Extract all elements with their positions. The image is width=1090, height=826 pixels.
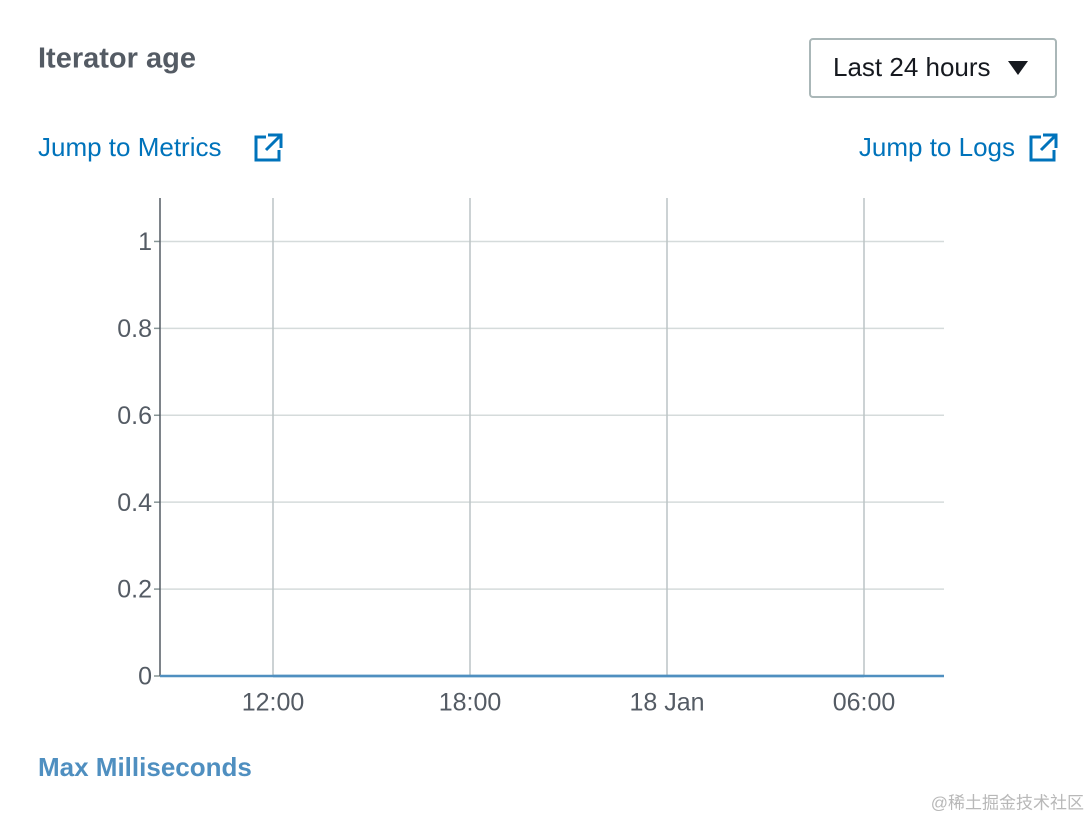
link-text[interactable]: Jump to Logs <box>859 132 1015 162</box>
x-tick-label: 06:00 <box>833 689 896 717</box>
y-tick-label: 0.4 <box>117 489 152 517</box>
widget-title: Iterator age <box>38 43 196 75</box>
y-tick-label: 0.6 <box>117 402 152 430</box>
y-tick-label: 0.2 <box>117 576 152 604</box>
metrics-link[interactable]: Jump to Metrics <box>38 132 283 162</box>
external-icon[interactable] <box>254 133 283 162</box>
legend-entry: Max Milliseconds <box>38 752 252 782</box>
x-tick-label: 12:00 <box>242 689 305 717</box>
plot: 0 0.2 0.4 0.6 0.8 1 12:00 18:00 18 Jan 06:00 <box>117 198 944 717</box>
dropdown-label[interactable]: Last 24 hours <box>833 52 991 82</box>
x-tick-label: 18 Jan <box>629 689 704 717</box>
y-tick-label: 0 <box>138 663 152 691</box>
external-icon[interactable] <box>1029 133 1058 162</box>
logs-link[interactable]: Jump to Logs <box>859 132 1058 162</box>
link-text[interactable]: Jump to Metrics <box>38 132 222 162</box>
range-dropdown[interactable]: Last 24 hours <box>809 38 1057 98</box>
dropdown-caret[interactable] <box>1008 61 1028 75</box>
watermark: @稀土掘金技术社区 <box>931 793 1084 812</box>
y-tick-label: 0.8 <box>117 315 152 343</box>
dropdown-box[interactable] <box>809 38 1057 98</box>
y-tick-label: 1 <box>138 228 152 256</box>
x-tick-label: 18:00 <box>439 689 502 717</box>
